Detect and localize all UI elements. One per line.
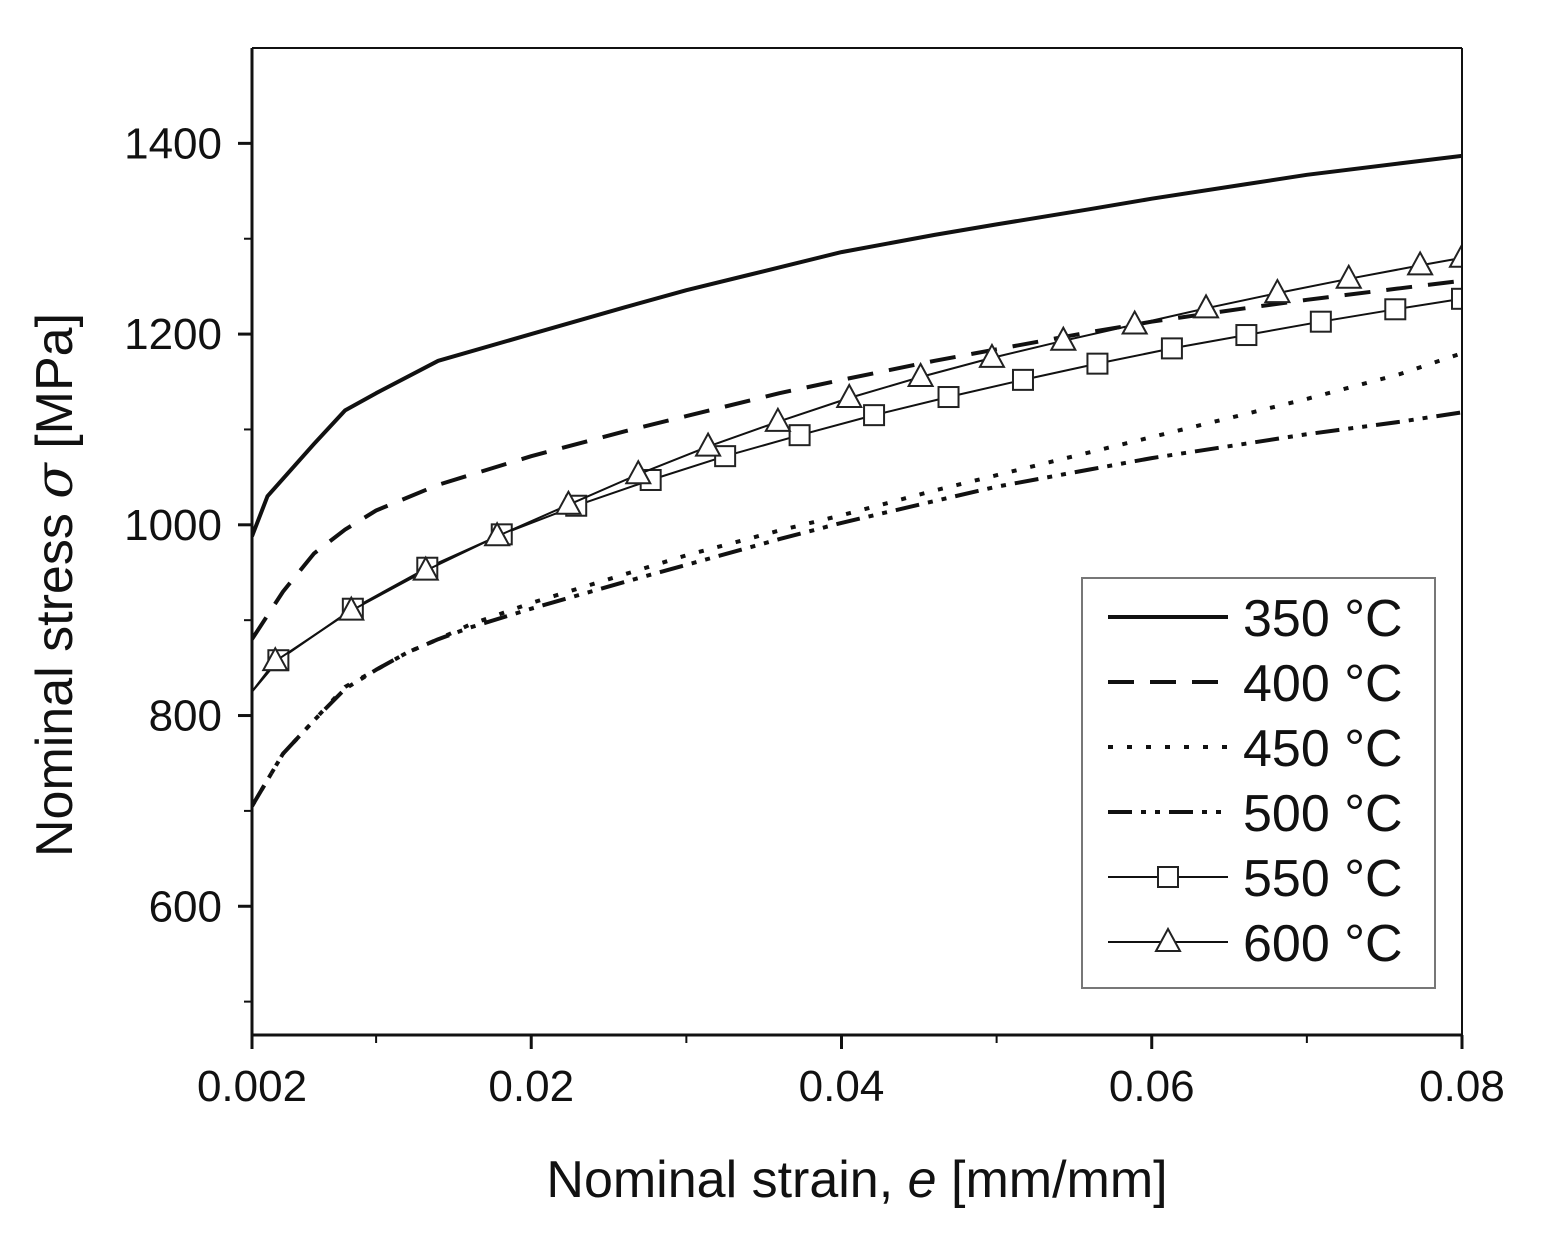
y-tick-label: 1000: [124, 501, 222, 550]
y-axis-title-suffix: [MPa]: [26, 313, 84, 463]
legend-marker-600: [1154, 926, 1182, 952]
data-point-550: [1309, 310, 1332, 333]
data-point-600: [1263, 277, 1292, 304]
data-point-600: [835, 382, 863, 408]
x-tick-label: 0.06: [1109, 1062, 1195, 1111]
series-line-550: [252, 297, 1462, 693]
data-point-600: [694, 431, 722, 457]
series-line-350: [252, 153, 1462, 538]
series-600: [252, 242, 1462, 693]
data-point-600: [1448, 242, 1462, 268]
data-point-600: [412, 555, 440, 581]
y-tick-label: 1400: [124, 119, 222, 168]
x-axis-title-symbol: e: [908, 1151, 937, 1209]
x-tick-label: 0.002: [197, 1062, 307, 1111]
data-point-550: [788, 424, 811, 447]
series-400: [252, 278, 1462, 641]
data-point-600: [337, 595, 365, 621]
legend-label-350: 350 °C: [1243, 590, 1403, 648]
data-point-600: [624, 459, 652, 485]
data-point-550: [1451, 287, 1462, 310]
data-point-600: [1049, 325, 1078, 351]
x-axis-title: Nominal strain, e [mm/mm]: [546, 1151, 1167, 1209]
y-axis-title-prefix: Nominal stress: [26, 499, 84, 857]
data-point-550: [1384, 298, 1407, 321]
series-350: [252, 153, 1462, 538]
legend: 350 °C 400 °C 450 °C 500 °C 550 °C 600 °C: [1081, 577, 1436, 989]
legend-label-450: 450 °C: [1243, 720, 1403, 778]
y-tick-label: 800: [149, 692, 222, 741]
x-axis-title-prefix: Nominal strain,: [546, 1151, 907, 1209]
data-point-600: [554, 489, 583, 515]
x-tick-label: 0.08: [1419, 1062, 1505, 1111]
data-point-550: [1011, 368, 1034, 391]
data-point-550: [1086, 352, 1109, 375]
series-line-500: [252, 410, 1462, 808]
data-point-550: [1160, 337, 1183, 360]
data-point-550: [937, 386, 960, 409]
data-point-600: [978, 342, 1006, 368]
y-axis-title-symbol: σ: [25, 462, 85, 499]
data-point-600: [764, 406, 792, 432]
legend-marker-550: [1157, 866, 1179, 888]
y-tick-label: 1200: [124, 310, 222, 359]
legend-label-550: 550 °C: [1243, 850, 1403, 908]
y-axis-title: Nominal stress σ [MPa]: [25, 313, 85, 857]
x-tick-label: 0.02: [488, 1062, 574, 1111]
series-500: [252, 410, 1462, 808]
axes: 0.002 0.02 0.04 0.06 0.08 600 800 1000 1200 1400: [124, 47, 1505, 1111]
data-point-600: [483, 521, 511, 547]
data-point-550: [863, 404, 886, 427]
data-point-600: [906, 361, 935, 387]
plot-lines: [252, 153, 1462, 808]
legend-label-400: 400 °C: [1243, 655, 1403, 713]
data-point-600: [1335, 263, 1363, 289]
data-point-600: [1192, 293, 1220, 319]
y-tick-label: 600: [149, 882, 222, 931]
legend-label-500: 500 °C: [1243, 785, 1403, 843]
legend-box: [1081, 577, 1436, 989]
series-line-400: [252, 278, 1462, 641]
data-point-600: [1406, 250, 1434, 276]
data-point-600: [1120, 309, 1149, 335]
data-point-600: [261, 646, 289, 672]
x-axis-title-suffix: [mm/mm]: [937, 1151, 1168, 1209]
x-tick-label: 0.04: [799, 1062, 885, 1111]
legend-label-600: 600 °C: [1243, 915, 1403, 973]
data-point-550: [1235, 324, 1258, 347]
